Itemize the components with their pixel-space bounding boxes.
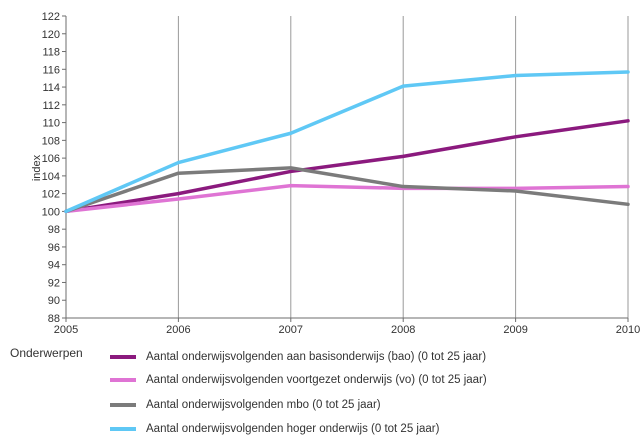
y-tick-label: 118	[42, 47, 60, 59]
y-tick-label: 92	[48, 277, 60, 289]
legend-swatch-mbo	[110, 403, 136, 407]
y-tick-label: 114	[42, 82, 60, 94]
grid	[177, 16, 629, 318]
series-line-bao	[64, 119, 630, 214]
x-tick-label: 2009	[503, 324, 527, 336]
y-tick-label: 108	[42, 135, 60, 147]
series-line-vo	[64, 183, 630, 214]
x-tick-label: 2006	[166, 324, 190, 336]
y-tick-label: 96	[48, 242, 60, 254]
legend-label-ho: Aantal onderwijsvolgenden hoger onderwij…	[146, 423, 440, 435]
x-tick-label: 2010	[616, 324, 640, 336]
axes	[62, 15, 629, 322]
legend-label-mbo: Aantal onderwijsvolgenden mbo (0 tot 25 …	[146, 399, 381, 411]
y-axis-label: index	[31, 154, 43, 181]
legend-title: Onderwerpen	[10, 346, 83, 360]
x-tick-label: 2007	[279, 324, 303, 336]
y-tick-label: 104	[42, 171, 60, 183]
y-tick-label: 102	[42, 189, 60, 201]
legend-label-vo: Aantal onderwijsvolgenden voortgezet ond…	[146, 374, 487, 386]
y-tick-labels: 88 90 92 94 96 98 100 102 104 106 108 110 112 114 116 1…	[42, 11, 60, 325]
y-tick-label: 106	[42, 153, 60, 165]
y-tick-label: 110	[42, 118, 60, 130]
y-tick-label: 100	[42, 206, 60, 218]
x-tick-label: 2005	[54, 324, 78, 336]
legend-swatch-vo	[110, 378, 136, 382]
y-tick-label: 88	[48, 313, 60, 325]
y-tick-label: 122	[42, 11, 60, 23]
legend-label-bao: Aantal onderwijsvolgenden aan basisonder…	[146, 351, 487, 363]
y-tick-label: 90	[48, 295, 60, 307]
legend-item-bao: Aantal onderwijsvolgenden aan basisonder…	[110, 347, 486, 367]
series-line-ho	[64, 70, 630, 214]
y-tick-label: 94	[48, 260, 60, 272]
legend-item-ho: Aantal onderwijsvolgenden hoger onderwij…	[110, 419, 439, 439]
legend-swatch-bao	[110, 355, 136, 359]
line-chart: 88 90 92 94 96 98 100 102 104 106 108 110 112 114 116 1…	[31, 11, 640, 336]
legend-item-mbo: Aantal onderwijsvolgenden mbo (0 tot 25 …	[110, 395, 381, 415]
y-tick-label: 120	[42, 29, 60, 41]
y-tick-label: 116	[42, 64, 60, 76]
legend-item-vo: Aantal onderwijsvolgenden voortgezet ond…	[110, 370, 487, 390]
series-lines	[64, 70, 630, 214]
x-tick-labels: 2005 2006 2007 2008 2009 2010	[54, 324, 640, 336]
y-tick-label: 112	[42, 100, 60, 112]
legend-swatch-ho	[110, 427, 136, 431]
x-tick-label: 2008	[391, 324, 415, 336]
y-tick-label: 98	[48, 224, 60, 236]
series-line-mbo	[64, 166, 630, 214]
